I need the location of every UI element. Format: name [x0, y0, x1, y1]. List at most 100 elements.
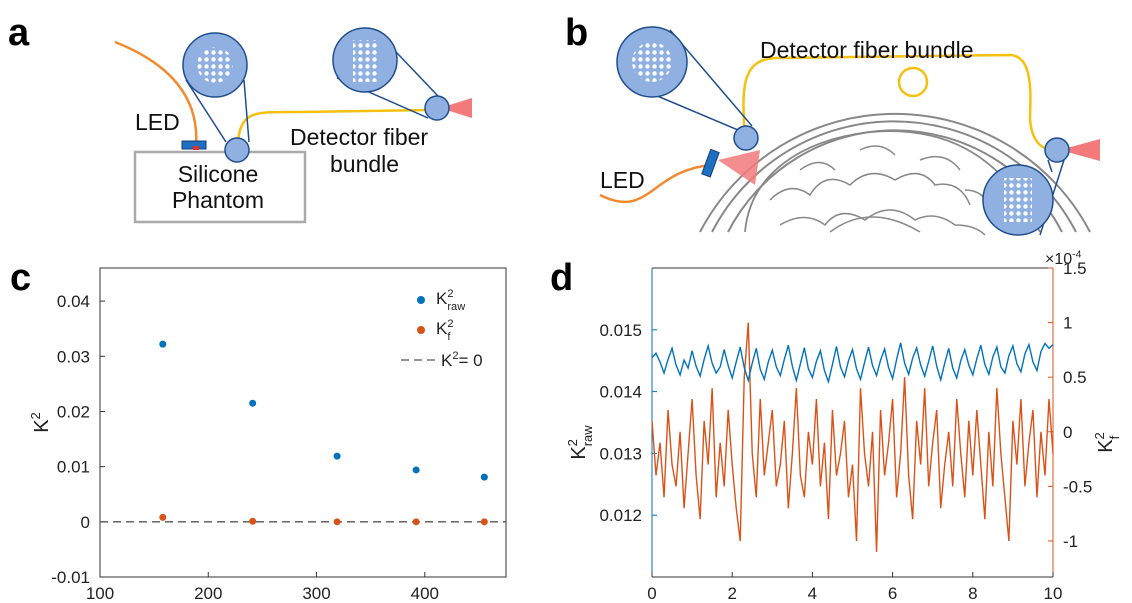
legend-label-base: K — [441, 351, 453, 370]
y-axis-label-sup: 2 — [28, 412, 43, 419]
panel-label-base: d — [550, 257, 573, 299]
fiber-tip — [1044, 137, 1070, 163]
zoom-line — [185, 79, 227, 143]
data-point — [249, 399, 257, 407]
data-line — [651, 342, 1054, 385]
fiber-tip — [224, 137, 250, 163]
y-tick-label: 0.04 — [57, 292, 90, 311]
fiber-tip — [733, 125, 759, 151]
y-axis-label: K2 — [28, 412, 53, 433]
led-label: LED — [600, 167, 645, 193]
y-axis-label-sup: 2 — [565, 439, 580, 446]
legend-label-sup: 2 — [447, 288, 453, 300]
legend-label-sup: 2 — [447, 318, 453, 330]
data-point — [480, 473, 488, 481]
led-cable — [599, 163, 713, 204]
y-tick-label: 0.014 — [599, 383, 642, 402]
led-cable — [114, 40, 198, 147]
y2-tick-label: 0 — [1063, 423, 1072, 442]
panel-label: a — [8, 12, 30, 54]
camera-beam — [1060, 139, 1100, 161]
fiber — [742, 53, 1056, 152]
data-point — [333, 518, 341, 526]
panel-label: d — [550, 257, 573, 299]
data-point — [412, 466, 420, 474]
y-axis-label-sub: raw — [580, 425, 595, 447]
x-tick-label: 10 — [1044, 584, 1063, 603]
y-tick-label: 0 — [81, 513, 90, 532]
y-axis-label: K2raw — [565, 425, 595, 460]
y-tick-label: 0.02 — [57, 402, 90, 421]
led-label: LED — [135, 109, 180, 135]
y2-axis-label-sup: 2 — [1092, 432, 1107, 439]
y-axis-label-base: K — [31, 419, 53, 433]
x-tick-label: 100 — [86, 584, 114, 603]
detector-label: Detector fiber bundle — [760, 37, 974, 63]
zoom-line — [1047, 159, 1053, 173]
legend-label: K2 f — [436, 318, 454, 343]
legend-marker — [417, 296, 425, 304]
plot-frame — [99, 267, 507, 578]
fiber-tip — [424, 95, 450, 121]
y-tick-label: 0.013 — [599, 444, 642, 463]
x-tick-label: 200 — [194, 584, 222, 603]
x-tick-label: 8 — [968, 584, 977, 603]
y2-tick-label: -1 — [1063, 532, 1078, 551]
led — [701, 148, 720, 178]
panel-label: c — [10, 257, 31, 299]
panel-a: a LED Silicone Phantom Detector fiber bu… — [8, 12, 472, 224]
detector-label: Detector fiber — [290, 124, 428, 150]
legend-label-suffix: = 0 — [459, 351, 483, 370]
y2-tick-label: 0.5 — [1063, 368, 1087, 387]
y-tick-label: -0.01 — [51, 568, 90, 587]
legend-marker — [417, 326, 425, 334]
fiber-loop — [897, 66, 929, 98]
data-point — [412, 518, 420, 526]
legend-label-base: K — [436, 319, 448, 338]
legend-label-sub: f — [447, 331, 451, 343]
y-tick-label: 0.03 — [57, 347, 90, 366]
fiber-cross-section — [353, 40, 378, 82]
x-tick-label: 6 — [888, 584, 897, 603]
legend-label: K2= 0 — [441, 350, 483, 370]
data-point — [480, 518, 488, 526]
y2-tick-label: -0.5 — [1063, 477, 1092, 496]
y2-multiplier-base: ×10 — [1045, 251, 1072, 268]
light — [718, 150, 760, 185]
legend-label-sup: 2 — [452, 350, 458, 362]
data-point — [333, 452, 341, 460]
x-tick-label: 0 — [647, 584, 656, 603]
y2-axis-label-base: K — [1095, 439, 1117, 453]
y-tick-label: 0.015 — [599, 321, 642, 340]
detector-label: bundle — [330, 151, 399, 177]
led-light — [193, 146, 199, 150]
y-tick-label: 0.012 — [599, 506, 642, 525]
panel-b: b Detector fiber bundle LED — [565, 12, 1100, 236]
y2-multiplier-sup: -4 — [1072, 250, 1081, 261]
y2-axis-label-sub: f — [1107, 435, 1122, 439]
x-tick-label: 2 — [727, 584, 736, 603]
y2-tick-label: 1 — [1063, 314, 1072, 333]
x-tick-label: 400 — [411, 584, 439, 603]
fiber-cross-section — [632, 42, 672, 82]
y2-axis-label: K2f — [1092, 432, 1122, 453]
data-line — [651, 322, 1054, 552]
y2-multiplier: ×10-4 — [1045, 250, 1082, 268]
phantom-label: Silicone — [178, 161, 259, 187]
data-point — [249, 517, 257, 525]
camera-beam — [440, 98, 472, 118]
panel-label: b — [565, 12, 588, 54]
legend-label-sub: raw — [447, 301, 465, 313]
data-point — [159, 340, 167, 348]
zoom-line — [243, 79, 250, 143]
phantom-box — [133, 150, 307, 224]
x-tick-label: 4 — [808, 584, 817, 603]
fiber-cross-section — [1004, 178, 1032, 222]
phantom-label: Phantom — [172, 187, 264, 213]
panel-label-base: c — [10, 257, 31, 299]
data-point — [159, 513, 167, 521]
y-tick-label: 0.01 — [57, 458, 90, 477]
y2-tick-label: 1.5 — [1063, 259, 1087, 278]
